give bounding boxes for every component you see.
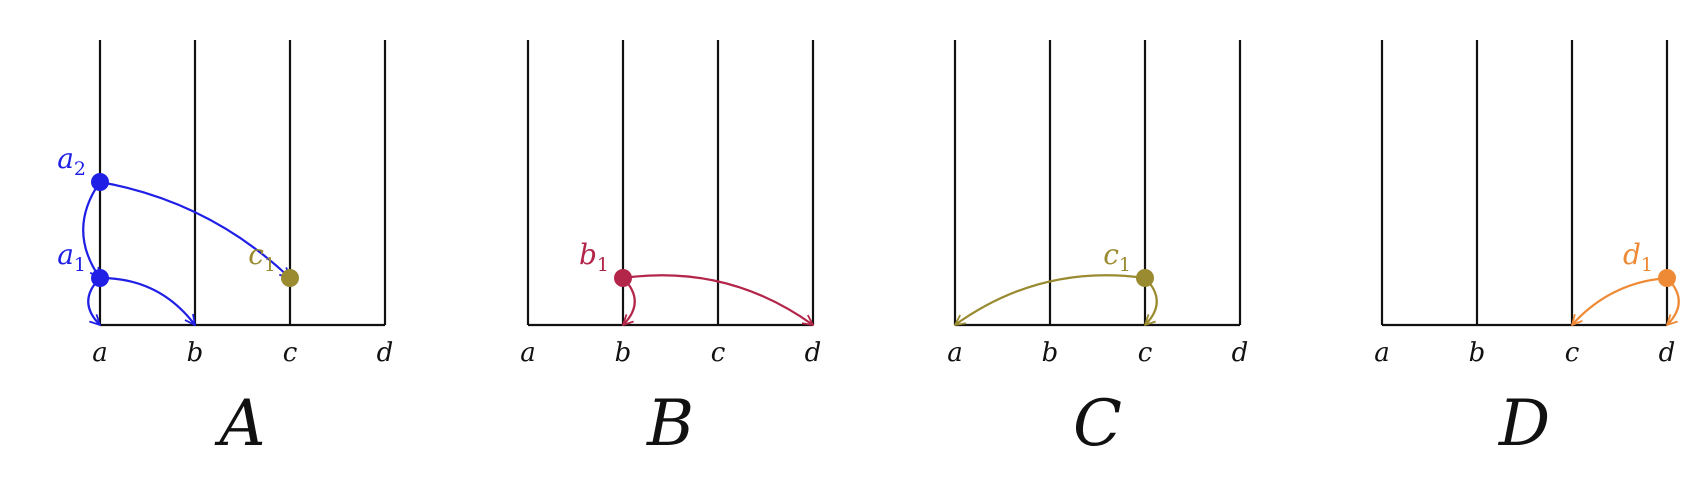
axis-label-b: b — [615, 338, 632, 368]
panels: a b c d Aa2 a1 c1 a b c d Bb1 a b c d Cc1 a b c d Dd1 — [57, 40, 1680, 461]
point-a1 — [91, 269, 109, 287]
axis-label-b: b — [187, 338, 204, 368]
panel-d: a b c d Dd1 — [1374, 40, 1680, 461]
point-c1 — [1136, 269, 1154, 287]
panel-title: B — [646, 387, 694, 461]
point-c1 — [281, 269, 299, 287]
axis-label-a: a — [92, 338, 108, 368]
arrow-1 — [82, 181, 100, 278]
point-label-b1: b1 — [579, 238, 609, 276]
panel-b: a b c d Bb1 — [520, 40, 821, 461]
panel-title: C — [1073, 387, 1122, 461]
point-label-c1: c1 — [248, 238, 276, 276]
panel-c: a b c d Cc1 — [947, 40, 1248, 461]
point-label-a2: a2 — [57, 142, 86, 180]
axis-label-c: c — [711, 338, 726, 368]
point-b1 — [614, 269, 632, 287]
axis-label-d: d — [1659, 338, 1676, 368]
point-label-c1: c1 — [1103, 238, 1131, 276]
point-label-d1: d1 — [1623, 238, 1653, 276]
point-label-a1: a1 — [57, 238, 86, 276]
axis-label-d: d — [377, 338, 394, 368]
arrow-1 — [1572, 276, 1668, 325]
arrow-1 — [955, 274, 1146, 325]
axis-label-a: a — [520, 338, 536, 368]
axis-label-c: c — [1565, 338, 1580, 368]
axis-label-a: a — [1374, 338, 1390, 368]
axis-label-b: b — [1042, 338, 1059, 368]
axis-label-c: c — [283, 338, 298, 368]
axis-label-b: b — [1469, 338, 1486, 368]
axis-label-c: c — [1138, 338, 1153, 368]
point-d1 — [1658, 269, 1676, 287]
axis-label-a: a — [947, 338, 963, 368]
panel-title: D — [1498, 387, 1550, 461]
arrow-4 — [99, 276, 195, 325]
axis-label-d: d — [1232, 338, 1249, 368]
arrow-2 — [622, 274, 813, 325]
panel-a: a b c d Aa2 a1 c1 — [57, 40, 393, 461]
arrow-2 — [99, 180, 290, 278]
axis-label-d: d — [805, 338, 822, 368]
point-a2 — [91, 173, 109, 191]
panel-title: A — [214, 387, 265, 461]
